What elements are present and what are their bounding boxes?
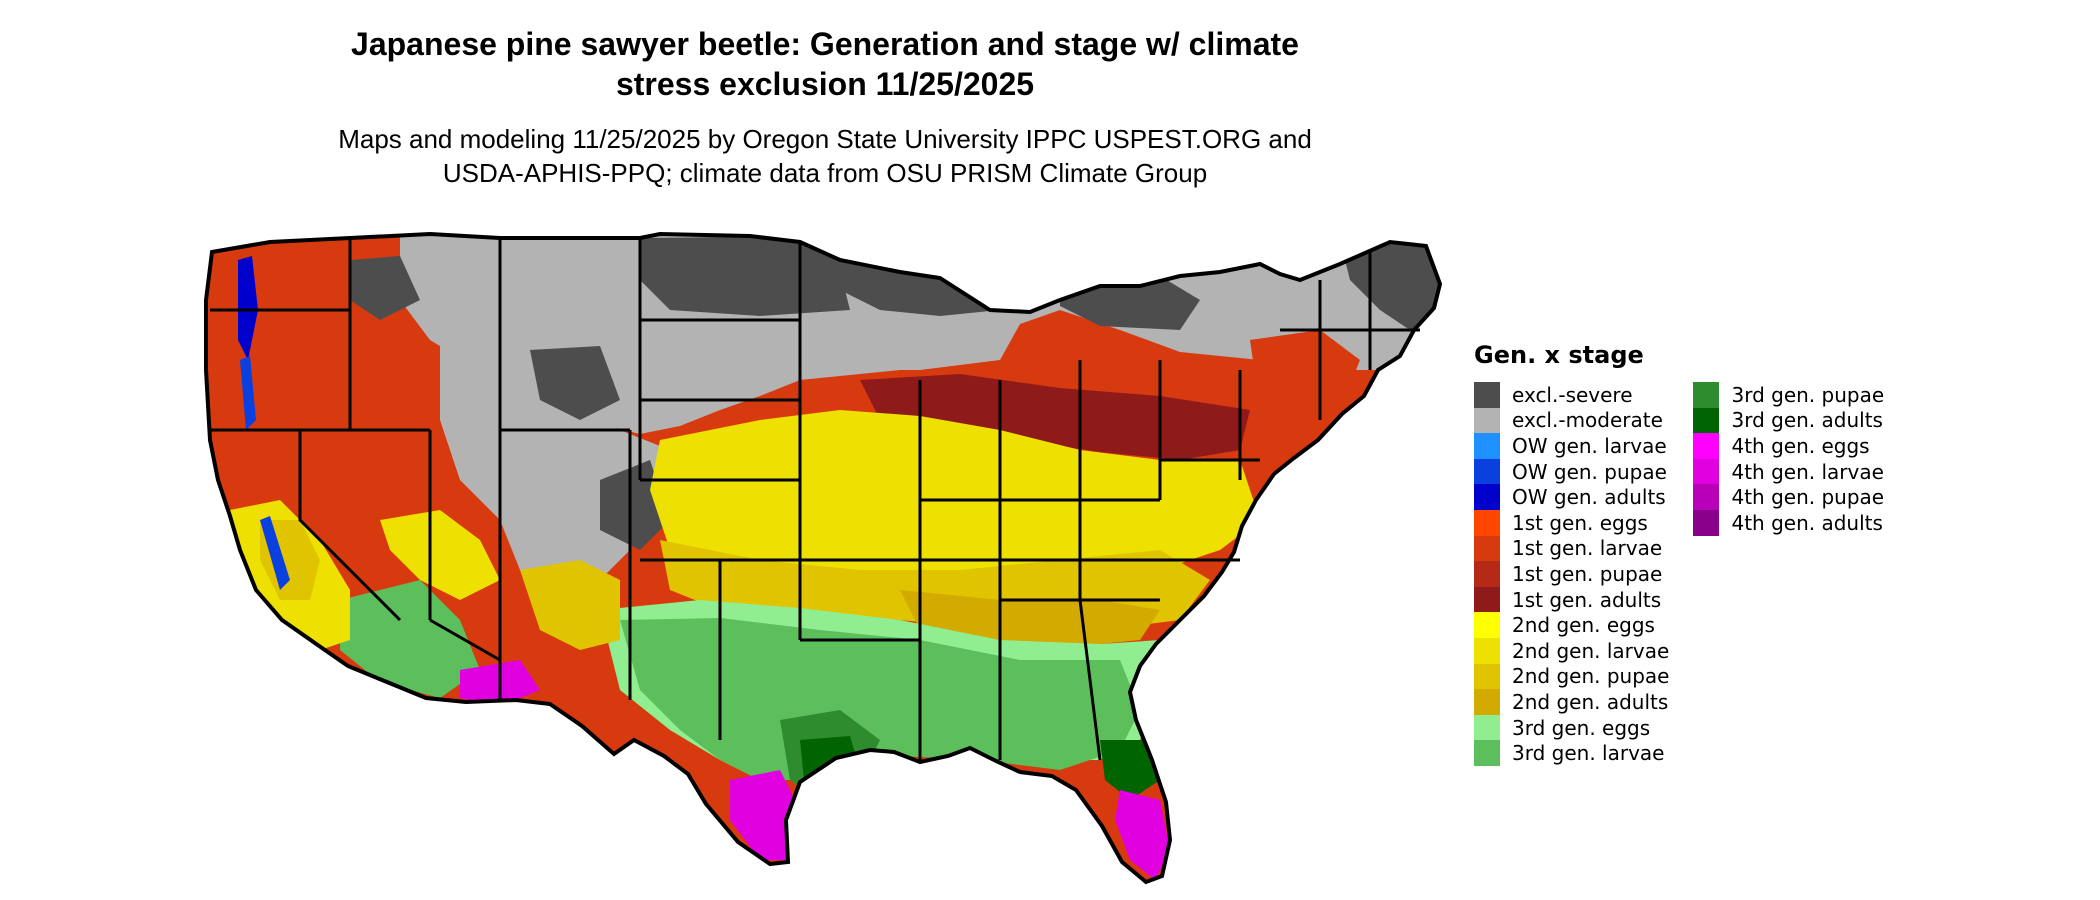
map-title: Japanese pine sawyer beetle: Generation … <box>280 24 1370 104</box>
legend-swatch <box>1693 433 1720 459</box>
legend-label: 3rd gen. larvae <box>1512 741 1665 766</box>
legend-item: excl.-severe <box>1474 382 1669 408</box>
legend-column: excl.-severe excl.-moderate OW gen. larvae… <box>1474 382 1669 766</box>
legend-swatch <box>1474 458 1500 485</box>
legend-label: OW gen. adults <box>1512 485 1666 510</box>
legend-item: 4th gen. pupae <box>1693 484 1884 510</box>
legend-swatch <box>1474 561 1500 587</box>
legend-item: OW gen. larvae <box>1474 433 1669 459</box>
legend-item: 2nd gen. adults <box>1474 689 1669 715</box>
legend-label: 4th gen. larvae <box>1731 459 1884 484</box>
legend: Gen. x stage excl.-severe excl.-moderate O… <box>1474 340 1884 766</box>
legend-label: 2nd gen. larvae <box>1512 638 1670 663</box>
legend-swatch <box>1474 689 1500 715</box>
legend-item: 2nd gen. larvae <box>1474 637 1670 664</box>
legend-item: 1st gen. larvae <box>1474 535 1669 562</box>
legend-swatch <box>1474 509 1500 536</box>
legend-label: 2nd gen. eggs <box>1512 613 1655 638</box>
legend-swatch <box>1474 407 1500 434</box>
us-outline <box>204 231 1443 885</box>
legend-item: 3rd gen. pupae <box>1693 382 1884 408</box>
map-title-line-1: Japanese pine sawyer beetle: Generation … <box>351 26 1299 62</box>
legend-swatch <box>1474 535 1500 562</box>
legend-swatch <box>1693 458 1720 485</box>
legend-item: 1st gen. adults <box>1474 586 1669 613</box>
map-subtitle-line-1: Maps and modeling 11/25/2025 by Oregon S… <box>338 124 1312 154</box>
state-boundaries <box>208 238 1420 761</box>
legend-item: 4th gen. adults <box>1693 509 1884 536</box>
legend-label: 1st gen. adults <box>1512 587 1662 612</box>
legend-swatch <box>1474 637 1500 664</box>
legend-item: 4th gen. eggs <box>1693 433 1884 459</box>
legend-label: 1st gen. eggs <box>1512 510 1648 535</box>
legend-label: 3rd gen. eggs <box>1512 715 1651 740</box>
legend-label: 2nd gen. adults <box>1512 689 1669 714</box>
legend-swatch <box>1693 509 1720 536</box>
map-subtitle: Maps and modeling 11/25/2025 by Oregon S… <box>280 122 1370 190</box>
legend-item: 2nd gen. eggs <box>1474 612 1669 638</box>
legend-item: 2nd gen. pupae <box>1474 663 1670 690</box>
legend-swatch <box>1474 612 1500 638</box>
legend-item: OW gen. pupae <box>1474 458 1669 485</box>
legend-label: excl.-moderate <box>1512 408 1663 433</box>
legend-item: 3rd gen. eggs <box>1474 714 1669 741</box>
legend-swatch <box>1693 407 1720 434</box>
legend-label: 1st gen. larvae <box>1512 536 1663 561</box>
legend-item: OW gen. adults <box>1474 484 1669 510</box>
map-subtitle-line-2: USDA-APHIS-PPQ; climate data from OSU PR… <box>442 158 1208 188</box>
legend-label: 2nd gen. pupae <box>1512 664 1670 689</box>
legend-item: 1st gen. pupae <box>1474 561 1669 587</box>
legend-label: 4th gen. pupae <box>1731 485 1885 510</box>
legend-item: 4th gen. larvae <box>1693 458 1884 485</box>
legend-swatch <box>1693 484 1720 510</box>
legend-title: Gen. x stage <box>1474 341 1644 369</box>
map-title-line-2: stress exclusion 11/25/2025 <box>615 66 1035 102</box>
legend-column: 3rd gen. pupae 3rd gen. adults 4th gen. eg… <box>1693 382 1884 766</box>
legend-label: 1st gen. pupae <box>1512 561 1663 586</box>
legend-swatch <box>1474 714 1500 741</box>
legend-columns: excl.-severe excl.-moderate OW gen. larvae… <box>1474 382 1884 766</box>
legend-label: OW gen. pupae <box>1512 459 1667 484</box>
legend-item: 1st gen. eggs <box>1474 509 1669 536</box>
legend-label: 3rd gen. pupae <box>1731 382 1885 407</box>
legend-label: OW gen. larvae <box>1512 433 1667 458</box>
legend-swatch <box>1474 382 1500 408</box>
legend-swatch <box>1474 740 1500 766</box>
legend-item: excl.-moderate <box>1474 407 1669 434</box>
legend-label: 4th gen. eggs <box>1731 433 1870 458</box>
legend-label: 4th gen. adults <box>1731 510 1883 535</box>
legend-swatch <box>1693 382 1720 408</box>
legend-label: excl.-severe <box>1512 382 1633 407</box>
legend-item: 3rd gen. larvae <box>1474 740 1669 766</box>
legend-swatch <box>1474 433 1500 459</box>
legend-swatch <box>1474 586 1500 613</box>
legend-label: 3rd gen. adults <box>1731 408 1883 433</box>
legend-swatch <box>1474 484 1500 510</box>
legend-swatch <box>1474 663 1500 690</box>
legend-item: 3rd gen. adults <box>1693 407 1884 434</box>
us-phenology-map <box>204 231 1443 885</box>
